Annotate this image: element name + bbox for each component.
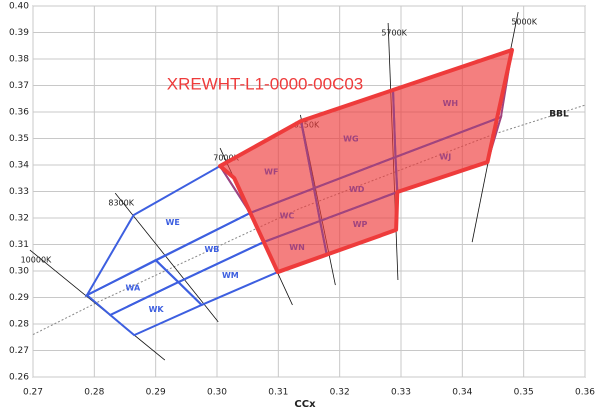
x-tick-label: 0.34 bbox=[452, 388, 472, 398]
bin-label: WJ bbox=[439, 153, 451, 162]
bin-label: WN bbox=[289, 243, 305, 252]
y-tick-label: 0.32 bbox=[9, 214, 29, 224]
x-tick-label: 0.36 bbox=[575, 388, 595, 398]
y-tick-label: 0.39 bbox=[9, 28, 29, 38]
y-tick-label: 0.30 bbox=[9, 267, 29, 277]
y-tick-label: 0.38 bbox=[9, 55, 29, 65]
y-tick-label: 0.27 bbox=[9, 346, 29, 356]
bin-label: WH bbox=[443, 99, 459, 108]
bin-label: WE bbox=[166, 218, 180, 227]
isotherm-label: 7000K bbox=[213, 154, 239, 163]
bin-label: WB bbox=[204, 245, 219, 254]
y-tick-label: 0.31 bbox=[9, 240, 29, 250]
bin-label: WG bbox=[343, 135, 358, 144]
y-tick-label: 0.40 bbox=[9, 2, 29, 12]
bin-label: WA bbox=[125, 284, 140, 293]
y-tick-label: 0.26 bbox=[9, 373, 29, 383]
x-tick-label: 0.32 bbox=[330, 388, 350, 398]
bbl-curve bbox=[32, 104, 586, 336]
isotherm-label: 5700K bbox=[381, 28, 407, 37]
bin-label: WD bbox=[349, 185, 365, 194]
y-tick-label: 0.35 bbox=[9, 134, 29, 144]
y-tick-label: 0.36 bbox=[9, 108, 29, 118]
isotherm-line bbox=[114, 192, 219, 323]
bbl-label: BBL bbox=[549, 110, 569, 120]
y-tick-label: 0.33 bbox=[9, 187, 29, 197]
x-tick-label: 0.33 bbox=[391, 388, 411, 398]
y-tick-label: 0.37 bbox=[9, 81, 29, 91]
isotherm-label: 5000K bbox=[511, 18, 537, 27]
bin-label: WC bbox=[280, 212, 295, 221]
bin-label: WM bbox=[222, 271, 239, 280]
bin-label: WK bbox=[149, 305, 165, 314]
isotherm-label: 8300K bbox=[108, 199, 134, 208]
isotherm-label: 10000K bbox=[21, 256, 52, 265]
x-tick-label: 0.31 bbox=[268, 388, 288, 398]
y-tick-label: 0.29 bbox=[9, 293, 29, 303]
region-outline bbox=[218, 47, 515, 275]
x-tick-label: 0.27 bbox=[23, 388, 43, 398]
bin-label: WF bbox=[264, 168, 278, 177]
x-tick-label: 0.28 bbox=[84, 388, 104, 398]
annotation: XREWHT-L1-0000-00C03 bbox=[167, 74, 364, 93]
x-tick-label: 0.29 bbox=[146, 388, 166, 398]
x-axis-label: CCx bbox=[294, 399, 316, 410]
bin-label: WP bbox=[353, 220, 368, 229]
x-tick-label: 0.30 bbox=[207, 388, 227, 398]
y-tick-label: 0.28 bbox=[9, 320, 29, 330]
y-tick-label: 0.34 bbox=[9, 161, 29, 171]
x-tick-label: 0.35 bbox=[514, 388, 534, 398]
region-fill bbox=[220, 49, 513, 273]
